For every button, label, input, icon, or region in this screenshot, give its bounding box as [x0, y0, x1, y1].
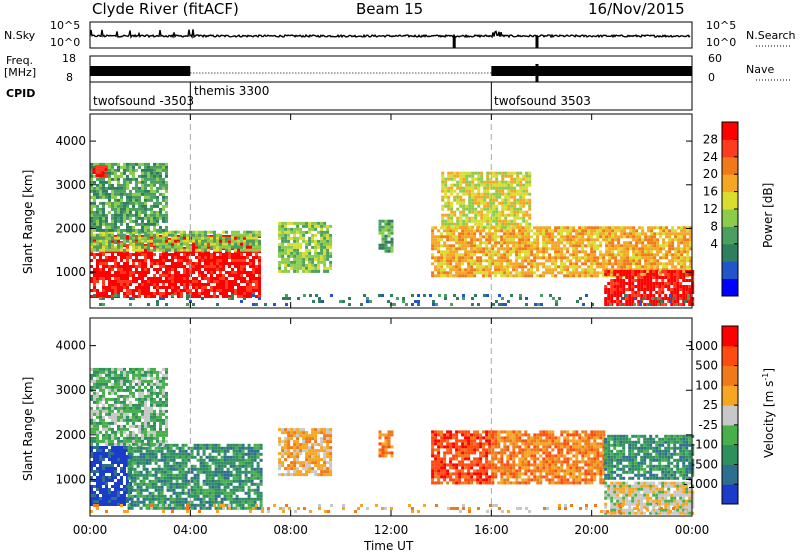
power-colorbar-title: Power [dB] — [762, 183, 774, 248]
colorbar-segment — [722, 174, 738, 192]
colorbar-segment — [722, 279, 738, 297]
freq-gap-marker — [535, 64, 538, 82]
nave-tick-bottom: 0 — [708, 72, 715, 83]
y-tick-label: 3000 — [55, 178, 86, 192]
colorbar-tick-label: 28 — [703, 132, 718, 146]
colorbar-segment — [722, 209, 738, 227]
colorbar-segment — [722, 157, 738, 175]
power-panel: 1000 2000 3000 4000 — [55, 114, 694, 308]
heatmap-region — [90, 446, 132, 506]
freq-label-1: Freq. — [6, 55, 33, 66]
colorbar-segment — [722, 261, 738, 279]
y-tick-label: 1000 — [55, 265, 86, 279]
colorbar-segment — [722, 464, 738, 484]
y-tick-label: 2000 — [55, 221, 86, 235]
nsearch-tick-top: 10^5 — [706, 20, 736, 31]
colorbar-tick-label: 12 — [703, 202, 718, 216]
cpid-segment-2: themis 3300 — [194, 85, 269, 97]
beam-title: Beam 15 — [356, 2, 423, 17]
colorbar-segment — [722, 244, 738, 262]
x-tick-label: 20:00 — [574, 523, 609, 537]
colorbar-tick-label: 24 — [703, 150, 718, 164]
colorbar-segment — [722, 346, 738, 366]
colorbar-tick-label: 16 — [703, 185, 718, 199]
colorbar-segment — [722, 385, 738, 405]
x-tick-label: 16:00 — [474, 523, 509, 537]
cpid-segment-3: twofsound 3503 — [494, 95, 591, 107]
colorbar-tick-label: -500 — [691, 457, 718, 471]
cpid-label: CPID — [6, 88, 35, 99]
freq-tick-bottom: 8 — [66, 72, 73, 83]
colorbar-tick-label: 1000 — [687, 339, 718, 353]
y-tick-label: 3000 — [55, 383, 86, 397]
date-title: 16/Nov/2015 — [588, 2, 685, 17]
freq-trace — [90, 66, 190, 76]
nsky-tick-bottom: 10^0 — [50, 37, 80, 48]
velocity-panel: 1000 2000 3000 4000 — [55, 318, 694, 516]
colorbar-tick-label: 20 — [703, 167, 718, 181]
nave-label: Nave — [746, 64, 774, 75]
colorbar-tick-label: -25 — [698, 418, 718, 432]
y-tick-label: 4000 — [55, 339, 86, 353]
colorbar-segment — [722, 484, 738, 504]
colorbar-tick-label: 8 — [710, 219, 718, 233]
nsearch-tick-bottom: 10^0 — [706, 37, 736, 48]
colorbar-segment — [722, 226, 738, 244]
colorbar-segment — [722, 405, 738, 425]
x-tick-label: 00:00 — [73, 523, 108, 537]
nave-tick-top: 60 — [708, 53, 722, 64]
colorbar-segment — [722, 366, 738, 386]
x-tick-label: 12:00 — [374, 523, 409, 537]
x-tick-label: 04:00 — [173, 523, 208, 537]
colorbar-tick-label: -1000 — [683, 477, 718, 491]
colorbar-tick-label: 500 — [695, 359, 718, 373]
velocity-colorbar-title: Velocity [m s-1] — [762, 368, 775, 458]
colorbar-tick-label: 4 — [710, 237, 718, 251]
freq-label-2: [MHz] — [4, 67, 36, 78]
heatmap-region — [604, 482, 694, 515]
y-tick-label: 1000 — [55, 472, 86, 486]
colorbar-segment — [722, 445, 738, 465]
x-tick-label: 08:00 — [273, 523, 308, 537]
nsky-trace — [90, 29, 690, 37]
station-title: Clyde River (fitACF) — [92, 2, 239, 17]
colorbar-segment — [722, 425, 738, 445]
nsky-gap-marker — [535, 36, 538, 48]
nsky-gap-marker — [453, 36, 456, 48]
colorbar-segment — [722, 326, 738, 346]
x-tick-label: 00:00 — [675, 523, 710, 537]
y-tick-label: 4000 — [55, 134, 86, 148]
y-tick-label: 2000 — [55, 428, 86, 442]
nsearch-label: N.Search — [746, 30, 796, 41]
colorbar-tick-label: -100 — [691, 438, 718, 452]
colorbar-segment — [722, 122, 738, 140]
cpid-segment-1: twofsound -3503 — [93, 95, 194, 107]
nsky-label: N.Sky — [4, 30, 35, 41]
xaxis-label: Time UT — [364, 540, 413, 552]
freq-tick-top: 18 — [62, 53, 76, 64]
colorbar-segment — [722, 139, 738, 157]
heatmap-region — [431, 226, 692, 277]
nsky-frame — [90, 22, 692, 48]
axes: 00:00 04:00 08:00 12:00 16:00 20:00 00:00 — [73, 523, 710, 537]
colorbar-tick-label: 25 — [703, 398, 718, 412]
colorbar-tick-label: 100 — [695, 378, 718, 392]
freq-trace — [491, 66, 692, 76]
colorbar-segment — [722, 192, 738, 210]
nsky-tick-top: 10^5 — [50, 20, 80, 31]
